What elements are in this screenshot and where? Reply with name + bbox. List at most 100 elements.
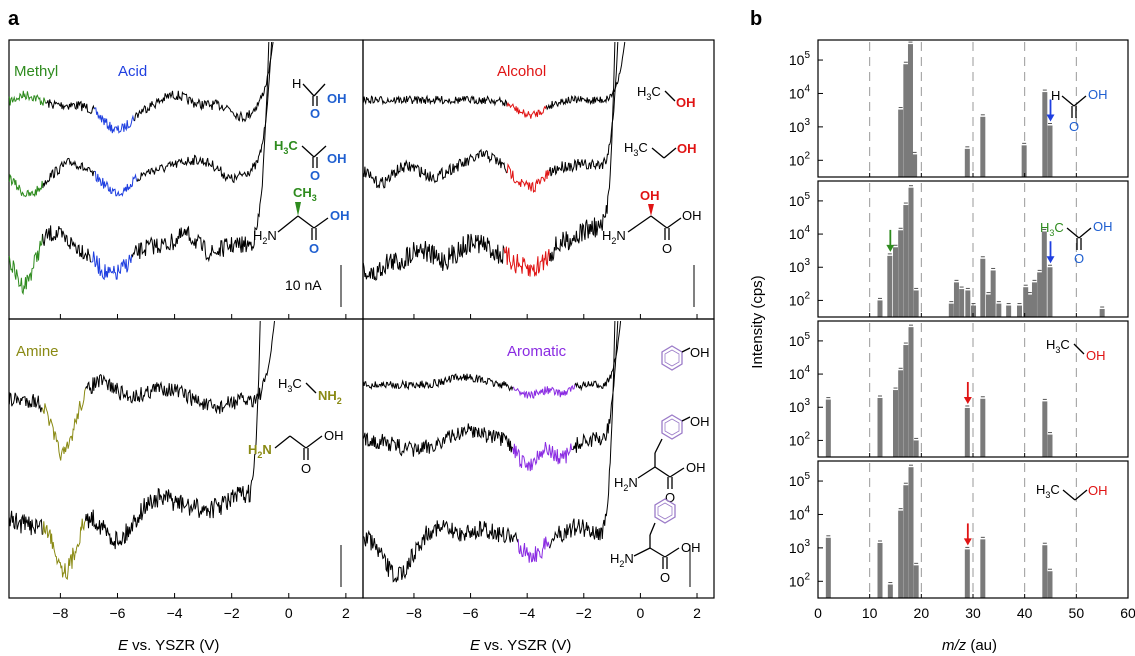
trace-segment [134,41,274,123]
svg-text:E vs. YSZR (V): E vs. YSZR (V) [470,637,571,654]
trace-segment [517,536,551,563]
trace-segment [503,246,551,277]
tyrosine-h2n: H2N [614,475,638,493]
scale-bar-label: 10 nA [285,277,322,293]
spectrum-bar [887,255,893,317]
x-tick-label: −6 [463,605,479,621]
spectrum-bar [959,289,965,317]
panel-a-label: a [8,8,20,30]
xlabel-left: E vs. YSZR (V) [118,637,219,654]
spectrum-bar [1023,287,1029,317]
y-tick-label: 102 [789,571,811,589]
molecule-methanol: H3C OH [637,84,696,110]
tyrosine-oh-ring: OH [690,414,710,429]
spectrum-bar [825,399,831,457]
trace-segment [506,102,547,119]
glycine-oh: OH [324,428,344,443]
molecule-formic-acid: H O OH [292,76,347,121]
methanol-h3c: H3C [637,84,661,102]
x-tick-label: 0 [814,605,822,621]
formic-o: O [310,106,320,121]
spectrum-bar [971,305,977,317]
spectrum-bar [908,467,914,598]
x-tick-label: 0 [637,605,645,621]
molecule-alanine: CH3 H2N O OH [253,185,350,256]
spectrum-bar [877,300,883,317]
tyrosine-oh: OH [686,460,706,475]
molecule-ethanol: H3C OH [624,140,697,159]
trace-segment [548,41,619,177]
b-formic-h: H [1051,88,1060,103]
b-molecule-formic-acid: H O OH [1051,87,1108,134]
y-tick-label: 102 [789,150,811,168]
serine-oh: OH [682,208,702,223]
x-tick-label: 0 [285,605,293,621]
trace-segment [131,41,270,263]
spectrum-bar [1047,434,1053,457]
spectrum-bar [898,109,904,177]
trace-segment [8,173,44,198]
spectrum-bar [980,116,986,177]
spectrum-bar [1037,272,1043,317]
spectrum-bar [953,282,959,317]
x-tick-label: −8 [52,605,68,621]
y-tick-label: 104 [789,83,811,101]
spectrum-bar [1047,571,1053,598]
trace-segment [41,388,86,461]
alanine-h2n: H2N [253,228,277,246]
spectrum-bar [1047,125,1053,177]
molecule-glycine: H2N O OH [248,428,344,476]
spectrum-bar [907,44,913,177]
y-tick-label: 105 [789,471,811,489]
formic-h: H [292,76,301,91]
xlabel-right-e: E [470,637,481,654]
y-tick-label: 104 [789,364,811,382]
spectrum-bar [990,270,996,317]
panel-a-x-ticks: −8 −6 −4 −2 0 2 −8 −6 −4 −2 0 2 [52,314,701,621]
trace-segment [362,148,508,189]
trace-segment [94,170,138,197]
spectrum-bar [877,397,883,457]
x-tick-label: 10 [862,605,878,621]
spectrum-bar [912,154,918,177]
x-tick-label: 60 [1120,605,1135,621]
phenylalanine-h2n: H2N [610,551,634,569]
spectrum-bar [903,205,909,317]
y-tick-label: 105 [789,191,811,209]
panel-b-label: b [750,8,762,30]
ethanol-oh: OH [677,141,697,156]
serine-h2n: H2N [602,228,626,246]
x-tick-label: 2 [342,605,350,621]
y-tick-label: 104 [789,224,811,242]
trace-segment [42,225,92,263]
x-tick-label: 30 [965,605,981,621]
glycine-o: O [301,461,311,476]
x-tick-label: −6 [109,605,125,621]
trace-segment [136,41,273,184]
spectrum-bar [1021,145,1027,177]
spectrum-bar [1006,305,1012,317]
label-acid: Acid [118,63,147,80]
y-tick-label: 105 [789,331,811,349]
ethanol-h3c: H3C [624,140,648,158]
spectrum-bar [1042,401,1048,457]
frame-bottom-right [362,318,715,599]
glycine-h2n: H2N [248,442,272,460]
spectrum-bar [964,148,970,177]
spectrum-bar [980,539,986,598]
x-tick-label: 2 [693,605,701,621]
spectrum-bar [1027,294,1033,317]
mass-spectra-ticks: 102 103 104 105 102 103 104 105 102 103 104 105 102 1… [789,50,1135,621]
spectrum-bar [1042,92,1048,177]
xlabel-left-e: E [118,637,129,654]
spectrum-bar [913,565,919,598]
spectrum-bar [964,407,970,457]
trace-segment [362,423,514,457]
phenylalanine-o: O [660,570,670,585]
spectrum-bar [887,584,893,598]
spectrum-bar [948,303,954,317]
xlabel-right-rest: vs. YSZR (V) [480,637,571,654]
acetic-h3c: H3C [274,138,298,156]
trace-segment [362,233,505,281]
